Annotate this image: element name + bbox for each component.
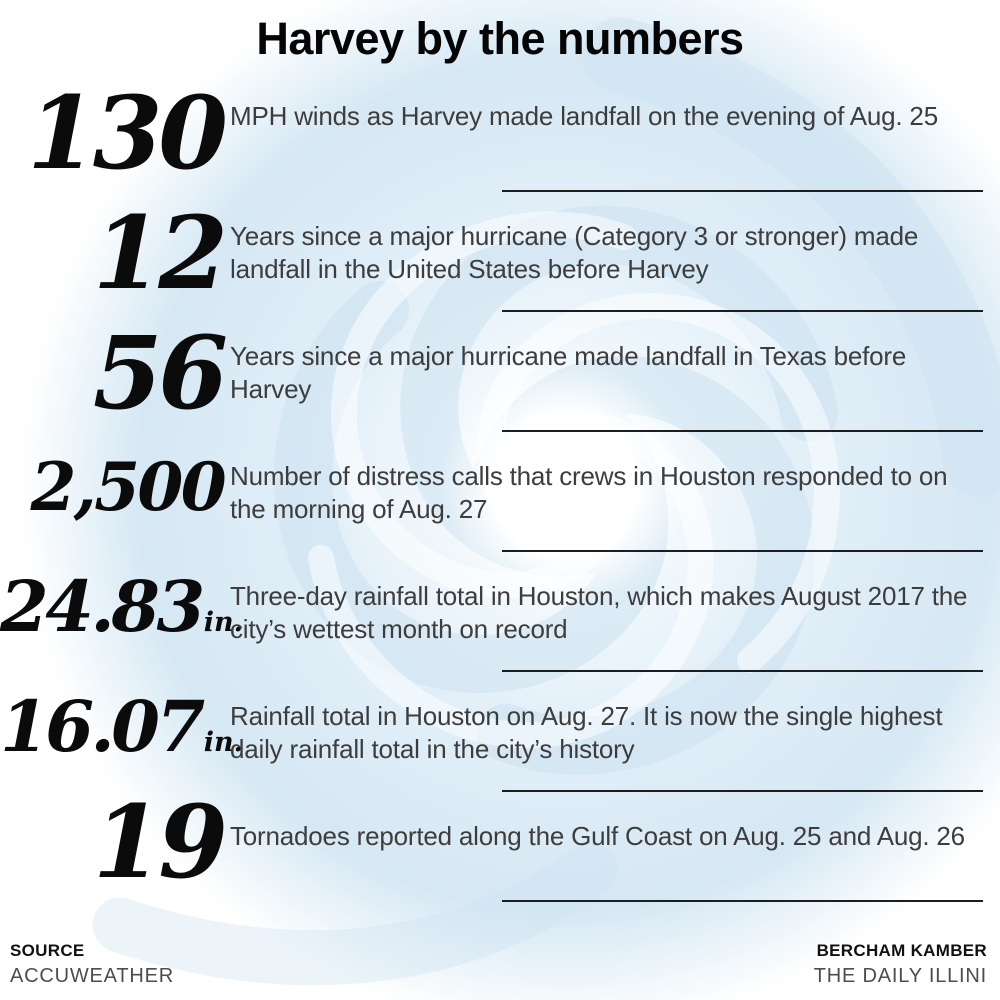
stat-row: 16.07in. Rainfall total in Houston on Au… xyxy=(0,672,1000,792)
stat-row: 12 Years since a major hurricane (Catego… xyxy=(0,192,1000,312)
stat-number: 56 xyxy=(92,314,228,432)
stat-value: 16.07in. xyxy=(0,672,243,762)
divider-rule xyxy=(502,310,983,312)
credit-org: THE DAILY ILLINI xyxy=(813,965,987,987)
stat-description: Tornadoes reported along the Gulf Coast … xyxy=(230,821,965,851)
stat-value: 130 xyxy=(0,72,228,183)
source-value: ACCUWEATHER xyxy=(10,965,174,987)
stat-number: 24.83 xyxy=(0,565,205,648)
stats-list: 130 MPH winds as Harvey made landfall on… xyxy=(0,72,1000,902)
divider-rule xyxy=(502,550,983,552)
stat-value: 2,500 xyxy=(0,432,227,520)
stat-description: Number of distress calls that crews in H… xyxy=(230,461,948,524)
stat-value: 12 xyxy=(0,192,228,303)
stat-number: 16.07 xyxy=(0,685,205,768)
stat-number: 2,500 xyxy=(30,448,227,526)
stat-row: 24.83in. Three-day rainfall total in Hou… xyxy=(0,552,1000,672)
stat-value: 56 xyxy=(0,312,228,423)
divider-rule xyxy=(502,790,983,792)
stat-description: Years since a major hurricane (Category … xyxy=(230,221,919,284)
credit-name: BERCHAM KAMBER xyxy=(816,941,987,960)
stat-row: 2,500 Number of distress calls that crew… xyxy=(0,432,1000,552)
divider-rule xyxy=(502,190,983,192)
source-attribution: SOURCE ACCUWEATHER xyxy=(10,941,174,988)
stat-number: 12 xyxy=(92,194,228,312)
divider-rule xyxy=(502,430,983,432)
stat-description: Years since a major hurricane made landf… xyxy=(230,341,907,404)
stat-row: 56 Years since a major hurricane made la… xyxy=(0,312,1000,432)
stat-number: 130 xyxy=(27,74,228,192)
stat-row: 19 Tornadoes reported along the Gulf Coa… xyxy=(0,792,1000,902)
stat-value: 24.83in. xyxy=(0,552,243,642)
stat-description: Rainfall total in Houston on Aug. 27. It… xyxy=(230,701,943,764)
stat-row: 130 MPH winds as Harvey made landfall on… xyxy=(0,72,1000,192)
stat-description: Three-day rainfall total in Houston, whi… xyxy=(230,581,968,644)
stat-unit: in. xyxy=(203,727,243,758)
divider-rule xyxy=(502,670,983,672)
page-title: Harvey by the numbers xyxy=(256,13,744,64)
stat-value: 19 xyxy=(0,792,228,892)
source-label: SOURCE xyxy=(10,941,85,960)
stat-number: 19 xyxy=(92,783,228,901)
stat-unit: in. xyxy=(203,607,243,638)
credit-attribution: BERCHAM KAMBER THE DAILY ILLINI xyxy=(814,941,987,988)
stat-description: MPH winds as Harvey made landfall on the… xyxy=(230,101,938,131)
divider-rule xyxy=(502,900,983,902)
